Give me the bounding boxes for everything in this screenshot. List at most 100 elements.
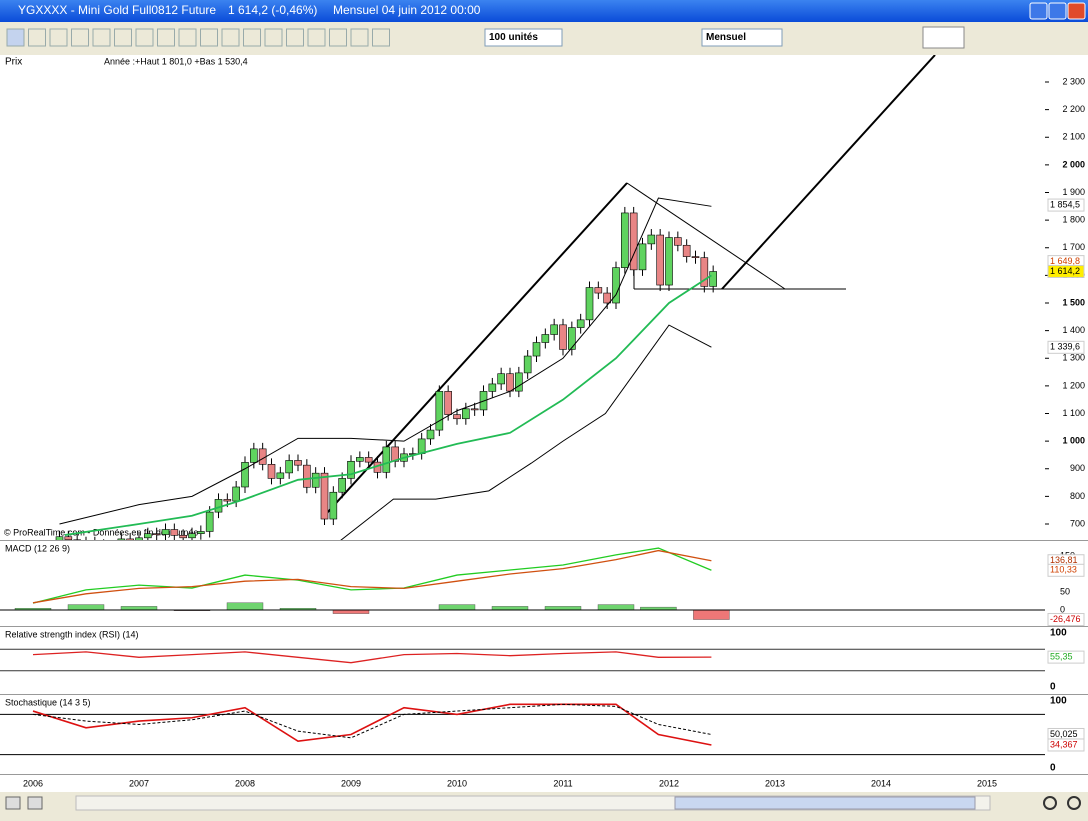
candle [55, 536, 64, 540]
tool-button[interactable] [372, 28, 390, 47]
x-tick-label: 2014 [871, 778, 891, 788]
window-quote: 1 614,2 (-0,46%) [228, 3, 317, 17]
x-tick-label: 2013 [765, 778, 785, 788]
candle [285, 460, 293, 474]
y-tick-label: 2 200 [1062, 104, 1085, 114]
y-tick-label: 50 [1060, 586, 1070, 596]
value-tag-label: 55,35 [1050, 651, 1073, 661]
close-button[interactable] [1067, 2, 1086, 20]
tool-button[interactable] [243, 28, 261, 47]
y-tick-label: 1 500 [1062, 297, 1085, 307]
candle [250, 448, 258, 463]
tool-button[interactable] [286, 28, 304, 47]
tool-button[interactable] [28, 28, 46, 47]
candle [179, 535, 187, 539]
candle [426, 429, 435, 440]
value-tag-label: 1 614,2 [1050, 266, 1080, 276]
candle [709, 271, 717, 287]
candle [532, 342, 541, 357]
value-tag-label: 110,33 [1050, 565, 1077, 575]
candle [223, 499, 232, 502]
scroll-thumb[interactable] [674, 796, 976, 810]
macd-plot [14, 547, 730, 620]
y-tick-label: 1 800 [1062, 215, 1085, 225]
y-tick-label: 1 400 [1062, 325, 1085, 335]
price-plot [55, 197, 717, 540]
value-tag [1047, 340, 1085, 354]
tool-button[interactable] [71, 28, 89, 47]
indicator-button[interactable] [922, 26, 965, 49]
window-period: Mensuel 04 juin 2012 00:00 [333, 3, 481, 17]
value-tag-label: 1 854,5 [1050, 199, 1080, 209]
histogram-bar [491, 606, 529, 611]
candle [488, 383, 497, 392]
y-tick-label: 1 200 [1062, 380, 1085, 390]
title-bar [0, 0, 1088, 22]
candle [276, 472, 285, 479]
y-tick-label: 1 700 [1062, 242, 1085, 252]
moving-average [64, 274, 712, 536]
tool-button[interactable] [135, 28, 154, 47]
tool-button[interactable] [92, 28, 111, 47]
y-tick-label: 0 [1060, 604, 1065, 614]
minimize-button[interactable] [1029, 2, 1048, 20]
value-tag-label: 1 339,6 [1050, 342, 1080, 352]
tool-button[interactable] [264, 28, 283, 47]
candle [161, 529, 170, 535]
candle [126, 538, 134, 540]
tool-button[interactable] [200, 28, 218, 47]
candle [603, 292, 611, 304]
zoom-out-button[interactable] [1043, 796, 1057, 810]
candle [417, 438, 426, 454]
y-tick-label: 2 100 [1062, 132, 1085, 142]
tool-button[interactable] [114, 28, 132, 47]
copyright: © ProRealTime.com - Données en fin de jo… [4, 527, 198, 537]
value-tag [1047, 613, 1085, 627]
print-button[interactable] [27, 796, 43, 810]
candle [612, 267, 620, 304]
y-tick-label: 1 300 [1062, 353, 1085, 363]
chart-area [0, 55, 1045, 792]
candle [205, 511, 214, 532]
candle [329, 491, 338, 520]
value-tag-label: -26,476 [1050, 614, 1081, 624]
candle [241, 462, 249, 488]
tool-button[interactable] [157, 28, 175, 47]
tool-button[interactable] [178, 28, 197, 47]
x-tick-label: 2012 [659, 778, 679, 788]
y-tick-label: 800 [1070, 491, 1085, 501]
rsi-label: Relative strength index (RSI) (14) [5, 629, 139, 639]
trend-line[interactable] [721, 55, 936, 290]
candle [656, 234, 664, 286]
candle [188, 533, 196, 539]
candle [73, 539, 81, 540]
email-button[interactable] [5, 796, 21, 810]
tool-button[interactable] [6, 28, 25, 47]
y-tick-label: 0 [1050, 682, 1056, 693]
value-tag-label: 50,025 [1050, 729, 1078, 739]
stochastic-label: Stochastique (14 3 5) [5, 697, 91, 707]
candle [144, 533, 152, 539]
value-tag-label: 1 649,8 [1050, 256, 1080, 266]
y-tick-label: 100 [1050, 696, 1067, 707]
zoom-in-button[interactable] [1067, 796, 1081, 810]
tool-button[interactable] [221, 28, 240, 47]
tool-button[interactable] [49, 28, 68, 47]
tool-button[interactable] [329, 28, 347, 47]
candle [444, 391, 452, 415]
trend-line[interactable] [626, 182, 786, 290]
candle [568, 327, 576, 350]
maximize-button[interactable] [1048, 2, 1067, 20]
x-tick-label: 2015 [977, 778, 997, 788]
units-dropdown[interactable] [484, 28, 563, 47]
timeframe-dropdown[interactable] [701, 28, 783, 47]
price-panel-label: Prix [5, 57, 22, 68]
candle [506, 373, 514, 392]
macd-line [32, 547, 712, 604]
candle [541, 334, 550, 343]
x-tick-label: 2010 [447, 778, 467, 788]
tool-button[interactable] [350, 28, 369, 47]
candle [364, 457, 373, 463]
tool-button[interactable] [307, 28, 326, 47]
